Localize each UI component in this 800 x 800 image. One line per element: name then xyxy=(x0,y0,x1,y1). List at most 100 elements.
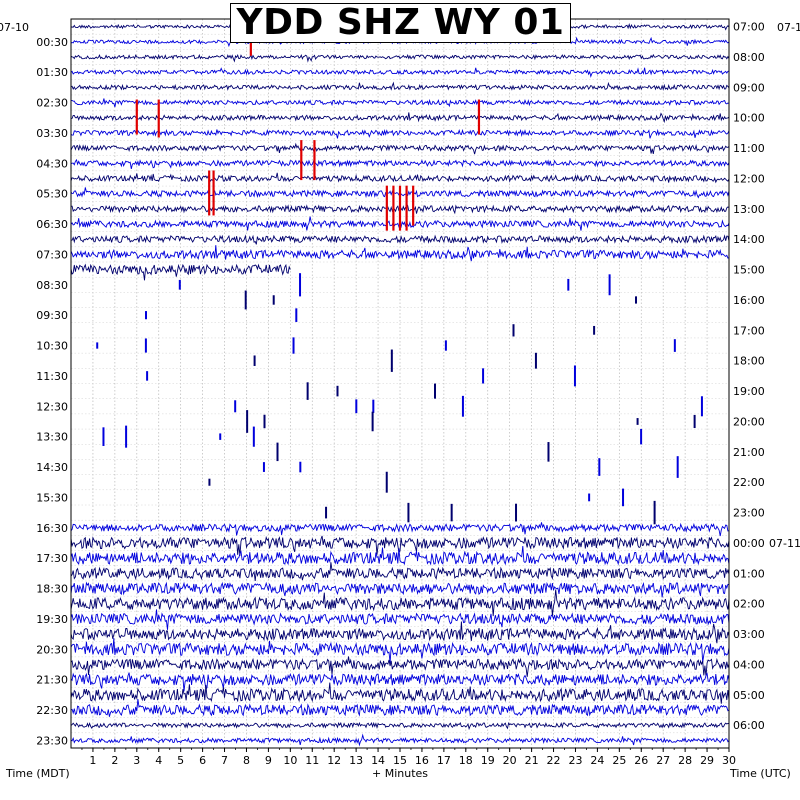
left-tick-label: 22:30 xyxy=(36,704,68,717)
x-tick-label: 11 xyxy=(305,754,319,767)
right-tick-label: 04:00 xyxy=(733,658,765,671)
seismic-trace xyxy=(70,621,730,644)
right-tick-label: 15:00 xyxy=(733,264,765,277)
right-tick-label: 07:00 xyxy=(733,21,765,34)
left-tick-label: 15:30 xyxy=(36,491,68,504)
seismic-trace xyxy=(70,112,730,124)
x-tick-label: 13 xyxy=(349,754,363,767)
x-tick-label: 30 xyxy=(722,754,736,767)
right-tick-label: 02:00 xyxy=(733,598,765,611)
right-tick-label: 11:00 xyxy=(733,142,765,155)
x-tick-label: 7 xyxy=(221,754,228,767)
left-tick-label: 23:30 xyxy=(36,734,68,747)
seismic-trace xyxy=(70,682,730,704)
right-tick-label: 16:00 xyxy=(733,294,765,307)
seismic-trace xyxy=(70,522,730,537)
seismic-trace xyxy=(70,535,730,556)
left-tick-label: 16:30 xyxy=(36,522,68,535)
seismic-trace xyxy=(70,656,730,677)
x-tick-label: 23 xyxy=(568,754,582,767)
seismic-trace xyxy=(70,172,730,184)
right-tick-label: 17:00 xyxy=(733,324,765,337)
title-box: YDD SHZ WY 01 xyxy=(230,3,571,43)
seismic-trace xyxy=(70,128,730,139)
right-date-label: 07-11 xyxy=(777,21,800,34)
seismic-trace xyxy=(70,263,291,281)
left-tick-label: 20:30 xyxy=(36,643,68,656)
trace-layer xyxy=(70,22,730,747)
seismic-trace xyxy=(70,81,730,91)
left-date-label: 07-10 xyxy=(0,21,29,34)
right-tick-label: 09:00 xyxy=(733,81,765,94)
left-tick-label: 12:30 xyxy=(36,400,68,413)
left-tick-label: 05:30 xyxy=(36,188,68,201)
x-tick-label: 20 xyxy=(503,754,517,767)
seismic-trace xyxy=(71,98,730,108)
right-tick-label: 23:00 xyxy=(733,507,765,520)
left-tick-label: 14:30 xyxy=(36,461,68,474)
left-tick-label: 21:30 xyxy=(36,674,68,687)
x-tick-label: 18 xyxy=(459,754,473,767)
seismic-trace xyxy=(70,158,730,170)
right-tick-label: 08:00 xyxy=(733,51,765,64)
seismic-trace xyxy=(70,53,730,63)
left-tick-label: 07:30 xyxy=(36,248,68,261)
x-tick-label: 12 xyxy=(327,754,341,767)
left-tick-label: 13:30 xyxy=(36,431,68,444)
right-tick-label: 13:00 xyxy=(733,203,765,216)
x-tick-label: 19 xyxy=(481,754,495,767)
x-tick-label: 3 xyxy=(133,754,140,767)
right-tick-label: 19:00 xyxy=(733,385,765,398)
right-tick-label: 05:00 xyxy=(733,689,765,702)
left-tick-label: 04:30 xyxy=(36,157,68,170)
seismic-trace xyxy=(70,638,730,663)
x-tick-label: 10 xyxy=(283,754,297,767)
x-tick-label: 8 xyxy=(243,754,250,767)
x-tick-label: 24 xyxy=(590,754,604,767)
left-tick-label: 18:30 xyxy=(36,583,68,596)
right-tick-label: 01:00 xyxy=(733,567,765,580)
seismic-trace xyxy=(70,672,730,692)
x-tick-label: 17 xyxy=(437,754,451,767)
left-tick-label: 11:30 xyxy=(36,370,68,383)
seismic-trace xyxy=(70,36,730,48)
seismic-trace xyxy=(70,721,730,731)
right-tick-label: 21:00 xyxy=(733,446,765,459)
right-tick-label: 12:00 xyxy=(733,172,765,185)
right-tick-label: 03:00 xyxy=(733,628,765,641)
seismic-trace xyxy=(70,733,730,747)
right-tick-label: 00:00 xyxy=(733,537,765,550)
right-tick-label: 06:00 xyxy=(733,719,765,732)
x-tick-label: 22 xyxy=(547,754,561,767)
right-axis-title: Time (UTC) xyxy=(729,767,791,780)
right-tick-label: 22:00 xyxy=(733,476,765,489)
x-tick-label: 25 xyxy=(612,754,626,767)
x-tick-label: 6 xyxy=(199,754,206,767)
right-tick-label: 14:00 xyxy=(733,233,765,246)
seismic-trace xyxy=(70,545,730,566)
x-tick-label: 5 xyxy=(177,754,184,767)
left-tick-label: 08:30 xyxy=(36,279,68,292)
x-tick-label: 14 xyxy=(371,754,385,767)
seismic-trace xyxy=(70,581,730,598)
grid-layer xyxy=(71,18,729,749)
left-axis-title: Time (MDT) xyxy=(5,767,70,780)
x-tick-label: 2 xyxy=(111,754,118,767)
x-tick-label: 15 xyxy=(393,754,407,767)
left-tick-label: 03:30 xyxy=(36,127,68,140)
right-tick-label: 20:00 xyxy=(733,415,765,428)
left-tick-label: 10:30 xyxy=(36,340,68,353)
seismic-trace xyxy=(70,67,730,78)
seismic-trace xyxy=(70,562,730,582)
left-tick-label: 17:30 xyxy=(36,552,68,565)
seismic-trace xyxy=(70,589,730,617)
seismic-trace xyxy=(70,609,730,630)
seismic-trace xyxy=(70,142,730,155)
chart-title: YDD SHZ WY 01 xyxy=(236,2,565,43)
left-tick-label: 06:30 xyxy=(36,218,68,231)
x-tick-label: 26 xyxy=(634,754,648,767)
x-tick-label: 29 xyxy=(700,754,714,767)
left-tick-label: 02:30 xyxy=(36,97,68,110)
seismic-trace xyxy=(70,234,730,245)
